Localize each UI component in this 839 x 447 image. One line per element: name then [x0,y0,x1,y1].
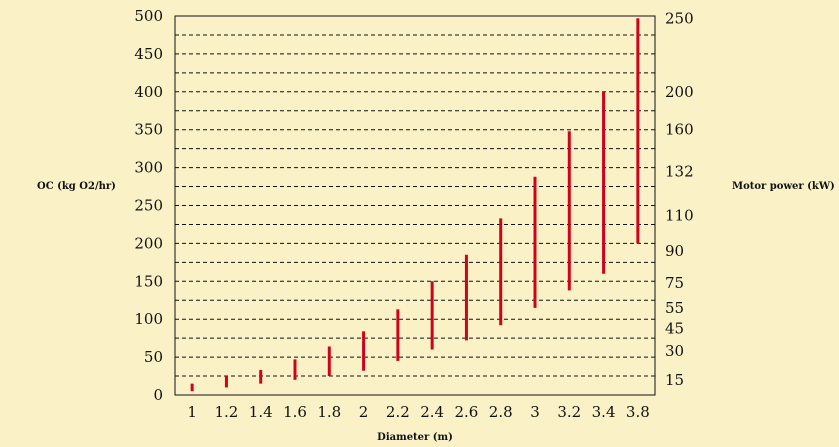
x-tick-label: 2.2 [386,403,410,421]
right-tick-label: 45 [665,319,684,337]
left-tick-label: 450 [134,45,163,63]
gridlines [175,34,655,377]
x-tick-label: 2.8 [489,403,513,421]
right-tick-label: 132 [665,162,694,180]
right-tick-label: 90 [665,242,684,260]
x-tick-label: 1.8 [317,403,341,421]
right-axis-ticks: 15 30 45 55 75 90 110 132 160 200 250 [665,9,694,389]
left-tick-label: 400 [134,83,163,101]
left-tick-label: 350 [134,121,163,139]
x-tick-label: 2.6 [454,403,478,421]
x-tick-label: 3.8 [626,403,650,421]
x-tick-label: 1.2 [214,403,238,421]
range-bars [190,18,640,392]
left-tick-label: 100 [134,310,163,328]
left-tick-label: 250 [134,197,163,215]
right-tick-label: 55 [665,299,684,317]
right-tick-label: 15 [665,371,684,389]
left-tick-label: 50 [144,348,163,366]
left-axis-ticks: 0 50 100 150 200 250 300 350 400 450 500 [134,7,163,404]
left-tick-label: 200 [134,234,163,252]
left-axis-title: OC (kg O2/hr) [37,181,116,192]
x-tick-label: 2.4 [420,403,444,421]
right-tick-label: 250 [665,9,694,27]
right-tick-label: 110 [665,206,694,224]
right-axis-title: Motor power (kW) [732,181,835,192]
x-axis-ticks: 1 1.2 1.4 1.6 1.8 2 2.2 2.4 2.6 2.8 3 3.2 3.4 3.8 [187,403,649,421]
x-tick-label: 1 [187,403,197,421]
right-tick-label: 200 [665,83,694,101]
x-tick-label: 3.4 [592,403,616,421]
right-tick-label: 160 [665,121,694,139]
x-tick-label: 1.4 [249,403,273,421]
x-axis-title: Diameter (m) [377,432,453,443]
right-tick-label: 30 [665,342,684,360]
left-tick-label: 500 [134,7,163,25]
left-tick-label: 0 [153,386,163,404]
x-tick-label: 3 [530,403,540,421]
x-tick-label: 2 [359,403,369,421]
right-tick-label: 75 [665,274,684,292]
x-tick-label: 1.6 [283,403,307,421]
x-tick-label: 3.2 [557,403,581,421]
left-tick-label: 300 [134,159,163,177]
left-tick-label: 150 [134,272,163,290]
